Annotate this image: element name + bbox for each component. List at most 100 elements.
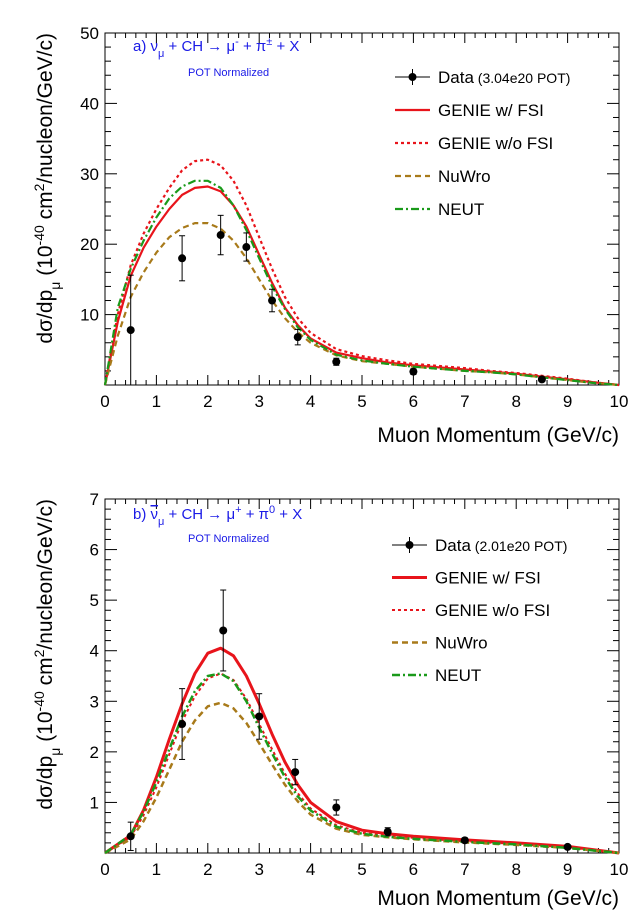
y-axis-label: dσ/dpμ (10-40 cm2/nucleon/GeV/c) <box>31 499 63 810</box>
text-part: μ <box>158 516 164 528</box>
legend-label-text: GENIE w/ FSI <box>435 569 541 588</box>
text-part: μ <box>47 748 63 756</box>
data-point <box>268 296 277 305</box>
legend-label: NuWro <box>435 634 488 653</box>
legend-swatch-data-marker <box>408 73 417 81</box>
legend-label: GENIE w/ FSI <box>438 101 544 120</box>
x-tick-label: 4 <box>306 392 315 411</box>
text-part: cm <box>34 657 57 691</box>
x-tick-label: 9 <box>563 860 572 879</box>
text-part: 2 <box>31 649 47 657</box>
x-tick-label: 9 <box>563 392 572 411</box>
data-point <box>332 357 341 366</box>
x-tick-label: 0 <box>100 392 109 411</box>
y-tick-label: 1 <box>90 793 99 812</box>
x-tick-label: 6 <box>409 860 418 879</box>
text-part: + CH <box>164 38 207 55</box>
x-axis-label: Muon Momentum (GeV/c) <box>377 887 619 910</box>
x-tick-label: 4 <box>306 860 315 879</box>
y-tick-label: 4 <box>90 642 99 661</box>
data-point <box>563 842 572 851</box>
x-tick-label: 5 <box>357 392 366 411</box>
data-point <box>383 827 392 836</box>
series-line-nuwro <box>104 701 620 855</box>
series-line-genie-w-o-fsi <box>103 158 620 387</box>
legend-label-text: NEUT <box>438 200 484 219</box>
data-point <box>293 333 302 342</box>
x-tick-label: 7 <box>460 860 469 879</box>
series-line-neut <box>103 179 620 387</box>
legend-label: GENIE w/o FSI <box>438 134 553 153</box>
data-point <box>178 720 187 729</box>
legend-label: Data (2.01e20 POT) <box>435 536 567 555</box>
text-part: /nucleon/GeV/c) <box>34 499 57 650</box>
text-part: 2 <box>31 183 47 191</box>
x-tick-label: 8 <box>511 392 520 411</box>
legend-label: GENIE w/o FSI <box>435 601 550 620</box>
y-tick-label: 50 <box>80 24 99 43</box>
text-part: - <box>235 36 239 48</box>
panel-label: b) <box>133 506 151 523</box>
series-line-nuwro <box>103 222 620 387</box>
legend-label-text: Data <box>438 68 474 87</box>
y-tick-label: 40 <box>80 94 99 113</box>
legend-label-text: NuWro <box>438 167 491 186</box>
y-tick-label: 6 <box>90 541 99 560</box>
panel-label: a) <box>133 38 151 55</box>
legend-label-text: GENIE w/o FSI <box>435 601 550 620</box>
text-part: (10 <box>34 245 57 281</box>
data-point <box>219 626 228 635</box>
legend-label: NEUT <box>435 666 481 685</box>
y-tick-label: 2 <box>90 743 99 762</box>
text-part: μ <box>47 282 63 290</box>
text-part: dσ/dp <box>34 290 57 344</box>
legend-label: NuWro <box>438 167 491 186</box>
x-tick-label: 8 <box>511 860 520 879</box>
y-axis-label: dσ/dpμ (10-40 cm2/nucleon/GeV/c) <box>31 33 63 344</box>
text-part: (10 <box>34 711 57 747</box>
legend-label-text: NEUT <box>435 666 481 685</box>
legend-label: GENIE w/ FSI <box>435 569 541 588</box>
text-part: μ <box>222 506 235 523</box>
x-tick-label: 1 <box>152 392 161 411</box>
x-tick-label: 6 <box>409 392 418 411</box>
data-point <box>126 326 135 335</box>
x-tick-label: 7 <box>460 392 469 411</box>
text-part: + <box>235 504 241 516</box>
data-point <box>332 803 341 812</box>
text-part: μ <box>158 48 164 60</box>
y-tick-label: 3 <box>90 692 99 711</box>
legend-label-text: NuWro <box>435 634 488 653</box>
x-tick-label: 3 <box>254 860 263 879</box>
series-line-neut <box>104 672 620 855</box>
data-point <box>409 367 418 376</box>
y-tick-label: 20 <box>80 235 99 254</box>
text-part: /nucleon/GeV/c) <box>34 33 57 184</box>
text-part: → <box>207 38 222 55</box>
legend-label-extra: (2.01e20 POT) <box>471 538 568 554</box>
nu-symbol: ν <box>151 38 159 55</box>
text-part: dσ/dp <box>34 756 57 810</box>
data-point <box>460 836 469 845</box>
legend-label: Data (3.04e20 POT) <box>438 68 570 87</box>
x-tick-label: 10 <box>610 392 629 411</box>
y-tick-label: 7 <box>90 490 99 509</box>
legend-label-extra: (3.04e20 POT) <box>474 70 571 86</box>
chart-subtitle: POT Normalized <box>188 533 269 545</box>
text-part: + π <box>242 506 269 523</box>
chart-panel-2: 0 1 2 3 4 5 6 7 8 9 10 1 2 3 4 5 6 7 Muon Momentum (GeV/c)… <box>31 490 628 910</box>
y-tick-label: 10 <box>80 306 99 325</box>
x-tick-label: 0 <box>100 860 109 879</box>
text-part: 0 <box>269 504 275 516</box>
x-tick-label: 2 <box>203 860 212 879</box>
nu-symbol: ν <box>151 506 159 523</box>
text-part: + X <box>275 506 302 523</box>
x-tick-label: 1 <box>152 860 161 879</box>
data-point <box>291 768 300 777</box>
data-point <box>216 231 225 240</box>
chart-title: b) νμ + CH → μ+ + π0 + X <box>133 504 302 528</box>
text-part: + π <box>239 38 266 55</box>
text-part: + CH <box>164 506 207 523</box>
data-point <box>178 254 187 263</box>
